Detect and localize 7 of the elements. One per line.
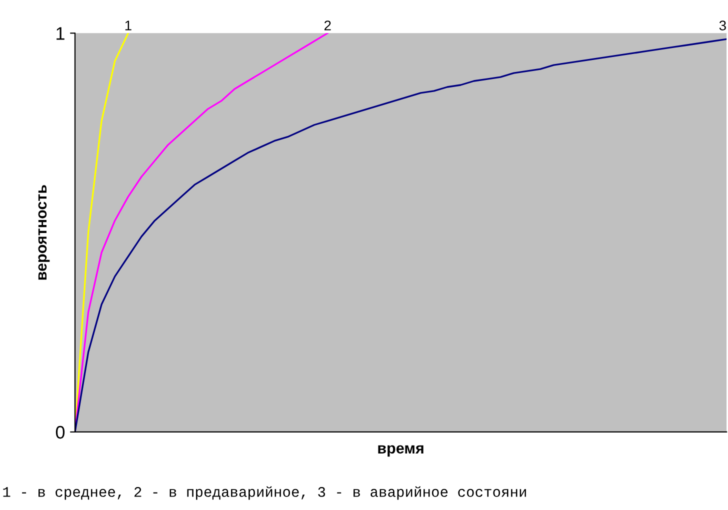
text: 1 - в среднее, 2 - в предаварийное, 3 - в аварийное состояни: [3, 486, 526, 500]
y-tick-label: 0: [56, 426, 65, 439]
series-label: 2: [324, 20, 331, 30]
series-label: 1: [125, 20, 132, 30]
y-axis-title: вероятность: [38, 185, 50, 280]
x-axis-title: время: [378, 445, 424, 457]
series-label: 3: [719, 20, 726, 30]
